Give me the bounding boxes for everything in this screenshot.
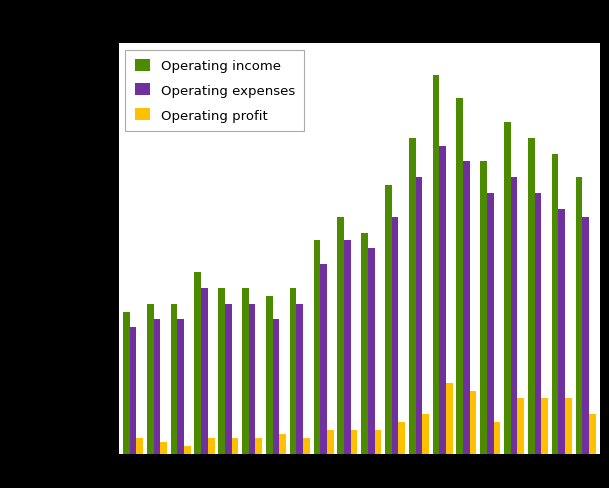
Bar <box>225 304 231 454</box>
Bar <box>375 430 381 454</box>
Bar <box>518 399 524 454</box>
Bar <box>368 249 375 454</box>
Bar <box>409 139 415 454</box>
Bar <box>432 76 439 454</box>
Bar <box>385 186 392 454</box>
Bar <box>297 304 303 454</box>
Bar <box>327 430 334 454</box>
Bar <box>589 414 596 454</box>
Bar <box>504 123 511 454</box>
Bar <box>487 194 494 454</box>
Bar <box>481 162 487 454</box>
Bar <box>153 320 160 454</box>
Bar <box>511 178 518 454</box>
Bar <box>541 399 548 454</box>
Bar <box>535 194 541 454</box>
Bar <box>439 146 446 454</box>
Bar <box>314 241 320 454</box>
Bar <box>231 438 238 454</box>
Bar <box>361 233 368 454</box>
Bar <box>194 272 201 454</box>
Bar <box>398 422 405 454</box>
Bar <box>494 422 501 454</box>
Bar <box>290 288 297 454</box>
Bar <box>303 438 310 454</box>
Bar <box>446 383 452 454</box>
Bar <box>255 438 262 454</box>
Bar <box>457 99 463 454</box>
Bar <box>582 217 589 454</box>
Bar <box>184 446 191 454</box>
Bar <box>392 217 398 454</box>
Bar <box>218 288 225 454</box>
Bar <box>171 304 177 454</box>
Bar <box>249 304 255 454</box>
Bar <box>160 442 167 454</box>
Bar <box>422 414 429 454</box>
Legend: Operating income, Operating expenses, Operating profit: Operating income, Operating expenses, Op… <box>125 50 304 131</box>
Bar <box>201 288 208 454</box>
Bar <box>136 438 143 454</box>
Bar <box>470 391 476 454</box>
Bar <box>280 434 286 454</box>
Bar <box>558 209 565 454</box>
Bar <box>337 217 344 454</box>
Bar <box>351 430 357 454</box>
Bar <box>123 312 130 454</box>
Bar <box>576 178 582 454</box>
Bar <box>463 162 470 454</box>
Bar <box>344 241 351 454</box>
Bar <box>565 399 572 454</box>
Bar <box>266 296 273 454</box>
Bar <box>242 288 249 454</box>
Bar <box>130 328 136 454</box>
Bar <box>208 438 214 454</box>
Bar <box>147 304 153 454</box>
Bar <box>528 139 535 454</box>
Bar <box>552 154 558 454</box>
Bar <box>415 178 422 454</box>
Bar <box>320 264 327 454</box>
Bar <box>273 320 280 454</box>
Bar <box>177 320 184 454</box>
